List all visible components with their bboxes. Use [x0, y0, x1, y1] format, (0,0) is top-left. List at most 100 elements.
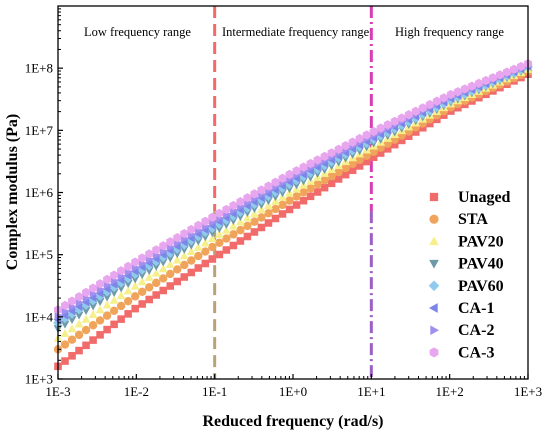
legend-marker: [429, 214, 439, 224]
data-point: [179, 245, 189, 254]
data-point: [130, 269, 140, 279]
legend-label: PAV60: [458, 278, 504, 295]
data-point: [131, 304, 139, 313]
data-point: [355, 155, 364, 165]
data-point: [306, 184, 315, 193]
data-point: [82, 341, 90, 350]
data-point: [292, 192, 301, 201]
data-point: [320, 151, 329, 162]
data-point: [95, 298, 105, 307]
data-point: [208, 242, 217, 252]
data-point: [278, 173, 287, 183]
data-point: [362, 130, 371, 140]
data-point: [67, 316, 77, 325]
data-point: [116, 284, 126, 293]
legend-label: CA-3: [458, 344, 494, 361]
data-point: [172, 255, 182, 264]
data-point: [299, 188, 308, 197]
data-point: [236, 225, 245, 235]
data-point: [355, 162, 364, 170]
legend-marker: [429, 192, 439, 202]
data-point: [130, 281, 140, 290]
data-point: [96, 279, 105, 289]
data-point: [509, 64, 518, 74]
data-point: [271, 204, 280, 214]
data-point: [60, 340, 70, 349]
data-point: [74, 319, 84, 328]
y-tick-label: 1E+4: [25, 309, 54, 324]
data-point: [257, 223, 266, 232]
data-point: [306, 158, 315, 169]
data-point: [334, 167, 343, 177]
data-point: [116, 301, 126, 311]
data-point: [383, 120, 392, 130]
legend-marker: [429, 259, 439, 269]
legend-item-unaged: Unaged: [429, 189, 511, 206]
x-tick-label: 1E-1: [202, 384, 227, 399]
data-point: [68, 296, 77, 306]
data-point: [109, 295, 119, 304]
data-point: [159, 241, 168, 251]
data-point: [242, 213, 252, 222]
data-point: [102, 293, 112, 302]
data-point: [194, 220, 203, 231]
data-point: [250, 217, 259, 226]
data-point: [74, 330, 84, 340]
data-point: [516, 61, 525, 72]
data-point: [123, 296, 133, 306]
data-point: [235, 207, 246, 218]
data-point: [376, 123, 385, 133]
data-point: [67, 306, 76, 316]
data-point: [81, 314, 91, 323]
data-point: [257, 185, 266, 195]
data-point: [369, 126, 378, 137]
data-point: [200, 233, 210, 242]
data-point: [250, 189, 259, 199]
data-point: [313, 155, 322, 165]
legend-item-ca-1: CA-1: [428, 300, 494, 317]
data-point: [116, 291, 126, 300]
data-point: [264, 209, 273, 218]
data-point: [292, 166, 301, 176]
x-tick-label: 1E-3: [45, 384, 70, 399]
data-point: [95, 316, 105, 325]
data-point: [173, 265, 182, 274]
data-point: [130, 292, 140, 301]
data-point: [194, 264, 203, 272]
data-point: [285, 205, 294, 214]
data-point: [250, 209, 259, 218]
data-point: [299, 196, 308, 205]
data-points: [53, 59, 533, 371]
data-point: [474, 78, 483, 88]
data-point: [243, 193, 252, 203]
data-point: [327, 179, 336, 188]
legend-label: STA: [458, 211, 488, 228]
data-point: [68, 352, 76, 360]
y-tick-label: 1E+8: [25, 61, 53, 76]
data-point: [214, 219, 225, 230]
data-point: [201, 247, 210, 256]
data-point: [390, 116, 399, 126]
data-point: [418, 123, 427, 132]
data-point: [327, 171, 336, 181]
data-point: [166, 282, 175, 290]
data-point: [488, 73, 497, 83]
legend-item-ca-2: CA-2: [430, 322, 494, 339]
data-point: [228, 211, 239, 222]
data-point: [138, 300, 146, 308]
data-point: [103, 325, 111, 334]
data-point: [264, 219, 273, 227]
data-point: [89, 283, 98, 293]
data-point: [158, 258, 168, 267]
data-point: [180, 273, 189, 281]
legend-marker: [428, 280, 440, 292]
data-point: [179, 251, 189, 260]
data-point: [109, 289, 119, 297]
y-tick-label: 1E+7: [25, 123, 54, 138]
data-point: [88, 302, 98, 311]
data-point: [278, 210, 287, 218]
legend-label: CA-1: [458, 300, 494, 317]
data-point: [187, 224, 196, 235]
data-point: [221, 225, 231, 234]
data-point: [313, 188, 322, 196]
